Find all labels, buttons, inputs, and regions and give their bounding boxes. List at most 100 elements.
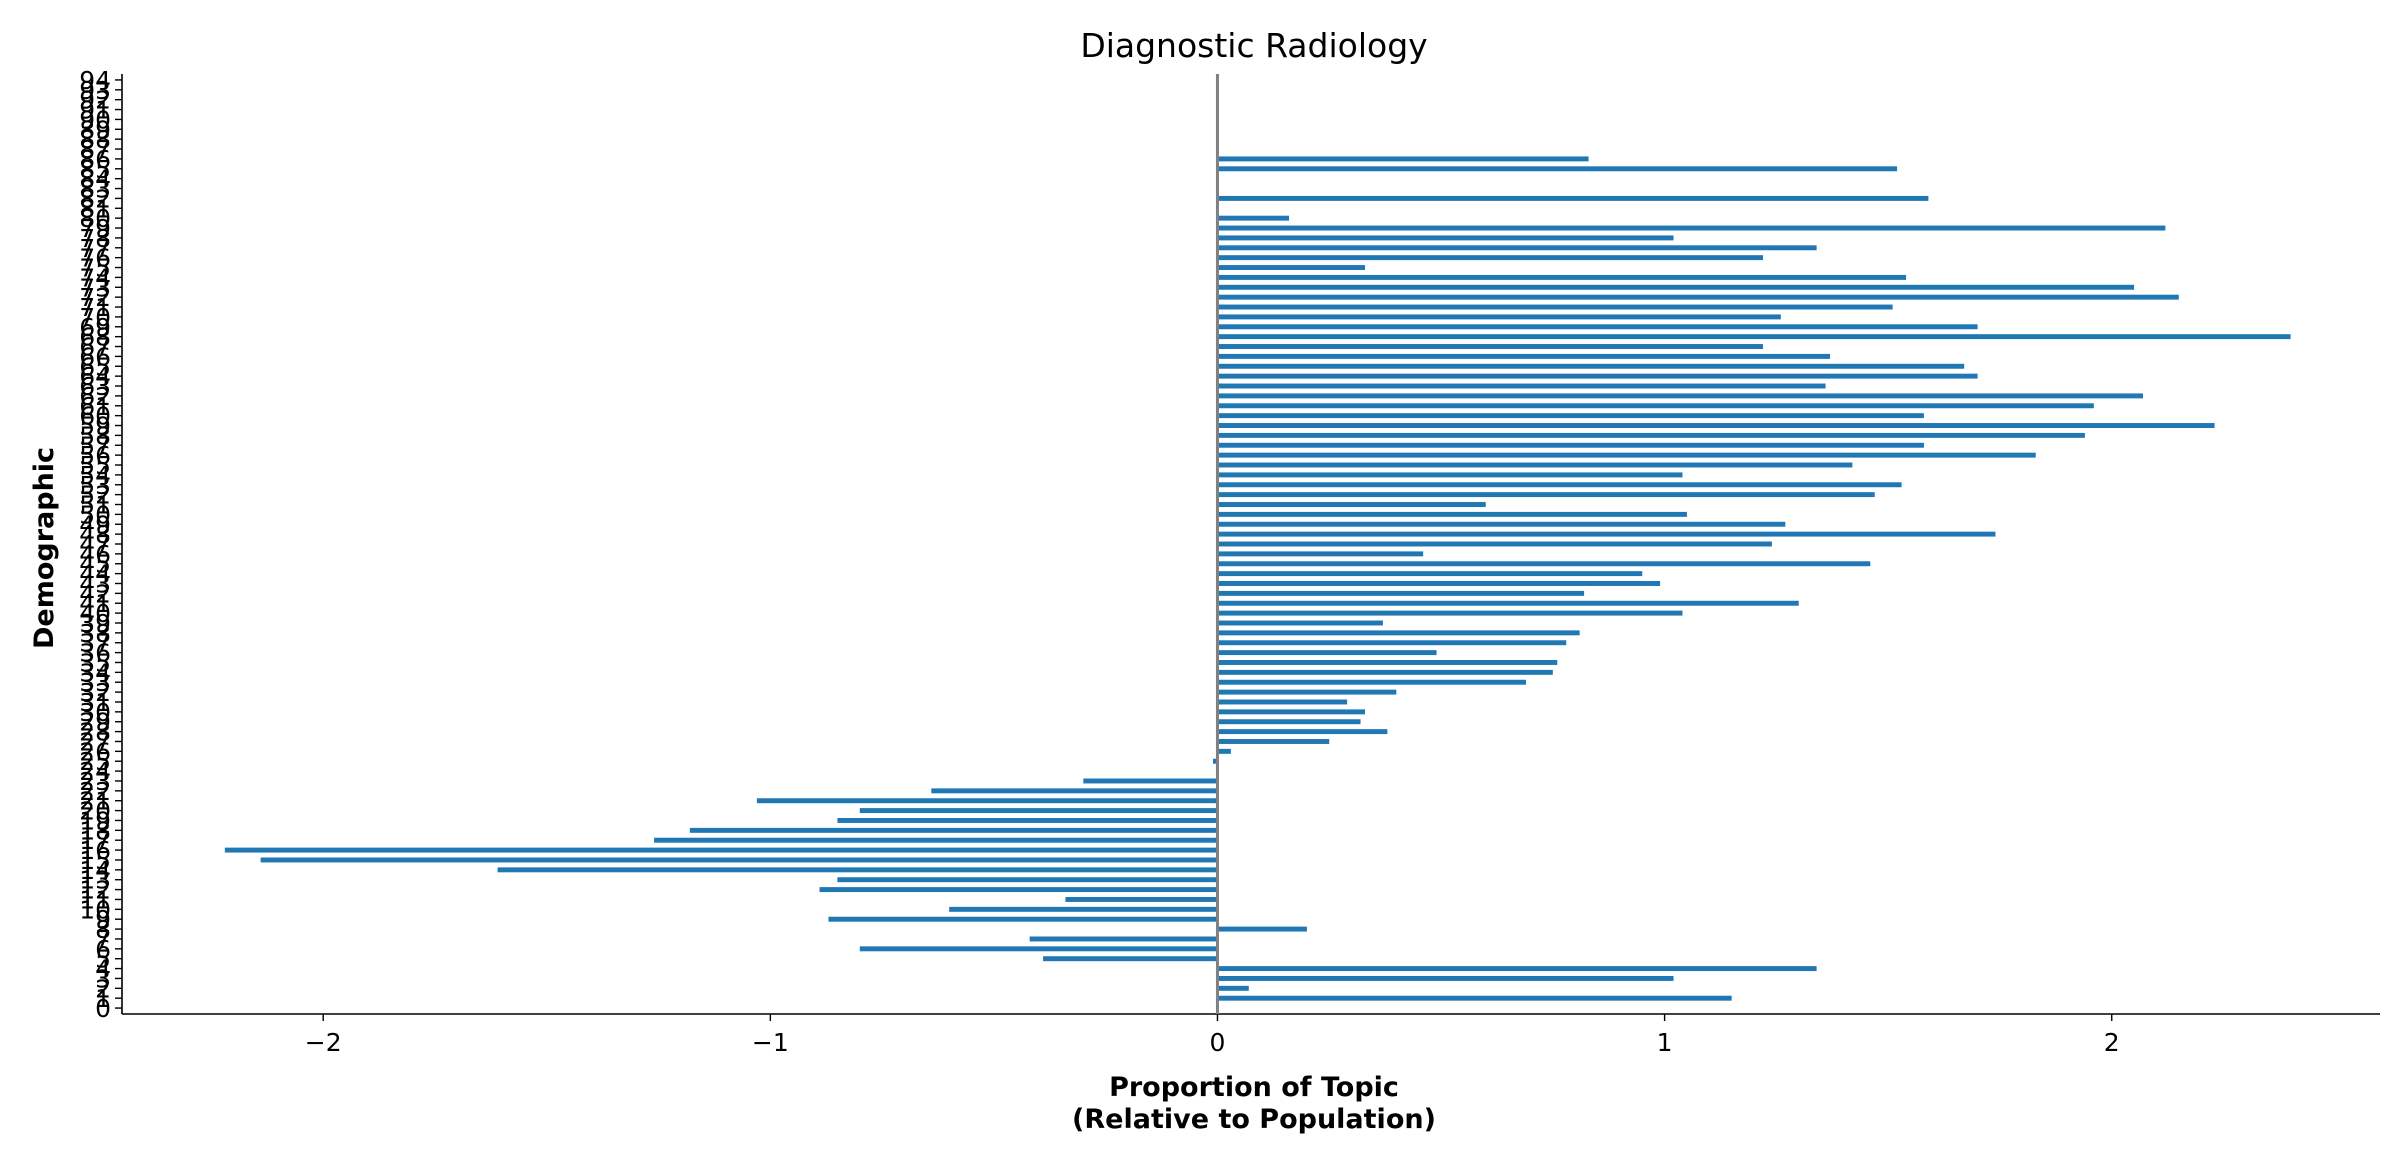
- bar-5: [1043, 956, 1218, 962]
- y-tick-label: 74: [79, 263, 111, 292]
- bar-53: [1217, 482, 1902, 488]
- y-tick-label: 68: [79, 323, 111, 352]
- bars-group: [224, 156, 2291, 1001]
- y-tick-label: 91: [79, 96, 111, 125]
- y-tick-label: 43: [79, 569, 111, 598]
- y-tick-label: 17: [79, 826, 111, 855]
- y-tick-label: 63: [79, 372, 111, 401]
- bar-3: [1217, 975, 1674, 981]
- y-tick-label: 22: [79, 777, 111, 806]
- y-tick-label: 0: [95, 994, 111, 1023]
- y-axis-ticks: 0123456789101112131415161718192021222324…: [79, 66, 122, 1023]
- bar-37: [1217, 640, 1567, 646]
- y-tick-label: 38: [79, 619, 111, 648]
- bar-23: [1083, 778, 1218, 784]
- y-tick-label: 92: [79, 86, 111, 115]
- bar-56: [1217, 452, 2036, 458]
- y-tick-label: 30: [79, 698, 111, 727]
- bar-78: [1217, 235, 1674, 241]
- bar-18: [689, 827, 1218, 833]
- bar-66: [1217, 353, 1831, 359]
- bar-2: [1217, 985, 1249, 991]
- bar-75: [1217, 265, 1366, 270]
- bar-59: [1217, 423, 2215, 428]
- y-tick-label: 80: [79, 204, 111, 233]
- y-tick-label: 78: [79, 224, 111, 253]
- y-tick-label: 14: [79, 856, 111, 885]
- y-tick-label: 57: [79, 431, 111, 460]
- y-tick-label: 23: [79, 767, 111, 796]
- y-tick-label: 79: [79, 214, 111, 243]
- y-tick-label: 5: [95, 945, 111, 974]
- y-tick-label: 86: [79, 145, 111, 174]
- bar-70: [1217, 314, 1781, 320]
- y-tick-label: 2: [95, 974, 111, 1003]
- y-tick-label: 51: [79, 491, 111, 520]
- bar-21: [756, 798, 1218, 804]
- x-axis-label-line-2: (Relative to Population): [1072, 1104, 1436, 1135]
- y-tick-label: 21: [79, 787, 111, 816]
- y-tick-label: 36: [79, 639, 111, 668]
- y-tick-label: 64: [79, 362, 111, 391]
- bar-67: [1217, 344, 1763, 349]
- y-tick-label: 47: [79, 530, 111, 559]
- bar-26: [1217, 748, 1231, 754]
- y-tick-label: 87: [79, 135, 111, 164]
- y-tick-label: 73: [79, 273, 111, 302]
- y-tick-label: 82: [79, 184, 111, 213]
- bar-57: [1217, 442, 1924, 448]
- bar-68: [1217, 334, 2291, 340]
- y-tick-label: 55: [79, 451, 111, 480]
- y-tick-label: 29: [79, 708, 111, 737]
- bar-34: [1217, 669, 1553, 675]
- bar-33: [1217, 679, 1526, 685]
- y-tick-label: 32: [79, 678, 111, 707]
- y-tick-label: 67: [79, 333, 111, 362]
- bar-8: [1217, 926, 1307, 932]
- y-tick-label: 90: [79, 105, 111, 134]
- bar-60: [1217, 413, 1924, 419]
- y-tick-label: 1: [95, 984, 111, 1013]
- y-tick-label: 9: [95, 905, 111, 934]
- bar-4: [1217, 966, 1817, 972]
- y-tick-label: 88: [79, 125, 111, 154]
- bar-20: [859, 808, 1218, 814]
- y-tick-label: 93: [79, 76, 111, 105]
- y-tick-label: 39: [79, 609, 111, 638]
- bar-79: [1217, 225, 2166, 231]
- bar-14: [497, 867, 1218, 873]
- y-tick-label: 11: [79, 885, 111, 914]
- bar-77: [1217, 245, 1817, 251]
- bar-63: [1217, 383, 1826, 389]
- bar-61: [1217, 403, 2094, 409]
- y-tick-label: 60: [79, 402, 111, 431]
- bar-71: [1217, 304, 1893, 310]
- bar-29: [1217, 719, 1361, 725]
- y-tick-label: 33: [79, 668, 111, 697]
- y-tick-label: 58: [79, 421, 111, 450]
- bar-49: [1217, 521, 1786, 527]
- y-tick-label: 81: [79, 194, 111, 223]
- bar-55: [1217, 462, 1853, 468]
- y-tick-label: 75: [79, 254, 111, 283]
- bar-28: [1217, 729, 1388, 735]
- y-tick-label: 50: [79, 500, 111, 529]
- bar-44: [1217, 571, 1643, 577]
- y-tick-label: 69: [79, 313, 111, 342]
- y-tick-label: 10: [79, 895, 111, 924]
- bar-16: [224, 847, 1218, 853]
- y-tick-label: 16: [79, 836, 111, 865]
- bar-22: [931, 788, 1218, 794]
- y-tick-label: 19: [79, 806, 111, 835]
- y-tick-label: 46: [79, 540, 111, 569]
- bar-73: [1217, 284, 2135, 290]
- bar-50: [1217, 511, 1687, 517]
- bar-6: [859, 946, 1218, 952]
- bar-86: [1217, 156, 1589, 162]
- bar-38: [1217, 630, 1580, 636]
- x-tick-label: 0: [1210, 1028, 1226, 1057]
- y-tick-label: 25: [79, 747, 111, 776]
- y-tick-label: 34: [79, 658, 111, 687]
- y-tick-label: 84: [79, 165, 111, 194]
